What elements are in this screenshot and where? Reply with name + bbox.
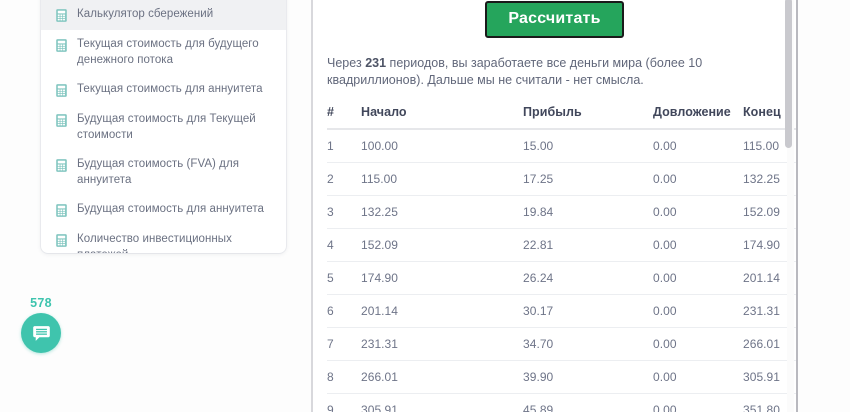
sidebar-menu-item[interactable]: Будущая стоимость для аннуитета	[41, 195, 286, 225]
table-cell: 174.90	[361, 261, 523, 296]
table-cell: 5	[327, 261, 361, 296]
table-row: 5 174.90 26.24 0.00 201.14	[327, 261, 796, 296]
calculator-icon	[54, 38, 69, 53]
calculator-icon	[56, 84, 67, 97]
table-cell: 1	[327, 129, 361, 164]
calculate-button-row: Рассчитать	[327, 0, 782, 39]
sidebar-menu-item-label: Калькулятор сбережений	[77, 8, 214, 20]
table-cell: 0.00	[653, 360, 743, 395]
schedule-table-head: # Начало Прибыль Довложение Конец	[327, 102, 796, 131]
calculator-icon	[54, 83, 69, 98]
sidebar-menu-item-label: Будущая стоимость для аннуитета	[77, 203, 264, 215]
sidebar-menu-item[interactable]: Текущая стоимость для аннуитета	[41, 75, 286, 105]
sidebar-menu-item[interactable]: Калькулятор сбережений	[41, 0, 286, 30]
table-cell: 6	[327, 294, 361, 329]
sidebar-menu-item-label: Будущая стоимость (FVA) для аннуитета	[77, 158, 239, 186]
table-cell: 8	[327, 360, 361, 395]
table-cell: 9	[327, 393, 361, 412]
panel-inner: Рассчитать Через 231 периодов, вы зарабо…	[313, 0, 796, 412]
calculator-icon	[54, 203, 69, 218]
calculator-icon	[56, 234, 67, 247]
calculator-icon	[56, 159, 67, 172]
table-cell: 4	[327, 228, 361, 263]
table-cell: 115.00	[361, 162, 523, 197]
table-cell: 15.00	[523, 129, 653, 164]
table-cell: 0.00	[653, 327, 743, 362]
chat-unread-count: 578	[30, 296, 52, 310]
table-cell: 17.25	[523, 162, 653, 197]
table-cell: 0.00	[653, 228, 743, 263]
table-cell: 0.00	[653, 393, 743, 412]
table-cell: 0.00	[653, 261, 743, 296]
schedule-table-body: 1 100.00 15.00 0.00 115.00 2 115.00 17.25 0.00 13…	[327, 129, 796, 412]
table-cell: 0.00	[653, 162, 743, 197]
table-cell: 45.89	[523, 393, 653, 412]
table-cell: 39.90	[523, 360, 653, 395]
chat-bubble-icon	[32, 325, 50, 341]
table-cell: 201.14	[361, 294, 523, 329]
table-cell: 22.81	[523, 228, 653, 263]
main-content-panel: Рассчитать Через 231 периодов, вы зарабо…	[311, 0, 798, 412]
sidebar-card: Калькулятор сбережений Текущая стоимость …	[41, 0, 286, 253]
sidebar-menu-item-label: Текущая стоимость для будущего денежного…	[77, 38, 259, 66]
result-note-prefix: Через	[327, 56, 366, 71]
table-cell: 231.31	[361, 327, 523, 362]
table-cell: 0.00	[653, 195, 743, 230]
calculator-icon	[54, 8, 69, 23]
table-cell: 0.00	[653, 129, 743, 164]
sidebar-menu-item-label: Текущая стоимость для аннуитета	[77, 83, 263, 95]
table-row: 3 132.25 19.84 0.00 152.09	[327, 195, 796, 230]
table-cell: 132.25	[361, 195, 523, 230]
table-cell: 100.00	[361, 129, 523, 164]
chat-widget: 578	[13, 296, 69, 353]
sidebar-menu-item-label: Количество инвестиционных платежей	[77, 233, 232, 253]
table-row: 4 152.09 22.81 0.00 174.90	[327, 228, 796, 263]
table-cell: 30.17	[523, 294, 653, 329]
calculator-icon	[56, 204, 67, 217]
table-row: 9 305.91 45.89 0.00 351.80	[327, 393, 796, 412]
table-column-header: Прибыль	[523, 102, 653, 131]
calculator-icon	[54, 233, 69, 248]
table-row: 1 100.00 15.00 0.00 115.00	[327, 129, 796, 164]
result-note: Через 231 периодов, вы заработаете все д…	[327, 55, 782, 89]
table-row: 2 115.00 17.25 0.00 132.25	[327, 162, 796, 197]
calculate-button[interactable]: Рассчитать	[485, 1, 624, 39]
result-note-periods: 231	[365, 56, 387, 71]
table-row: 8 266.01 39.90 0.00 305.91	[327, 360, 796, 395]
table-cell: 2	[327, 162, 361, 197]
sidebar-menu-list: Калькулятор сбережений Текущая стоимость …	[41, 0, 286, 253]
panel-scrollbar-thumb[interactable]	[785, 0, 792, 148]
table-cell: 0.00	[653, 294, 743, 329]
table-row: 6 201.14 30.17 0.00 231.31	[327, 294, 796, 329]
table-cell: 266.01	[361, 360, 523, 395]
table-cell: 34.70	[523, 327, 653, 362]
table-row: 7 231.31 34.70 0.00 266.01	[327, 327, 796, 362]
table-cell: 3	[327, 195, 361, 230]
table-cell: 351.80	[743, 393, 796, 412]
sidebar-menu-item[interactable]: Будущая стоимость (FVA) для аннуитета	[41, 150, 286, 195]
calculator-icon	[54, 113, 69, 128]
sidebar-menu-item[interactable]: Количество инвестиционных платежей	[41, 225, 286, 253]
table-cell: 19.84	[523, 195, 653, 230]
table-column-header: #	[327, 102, 361, 131]
table-column-header: Начало	[361, 102, 523, 131]
panel-scrollbar-track[interactable]	[785, 0, 794, 412]
schedule-table: # Начало Прибыль Довложение Конец 1 100.00 15.…	[327, 102, 796, 412]
calculator-icon	[56, 39, 67, 52]
table-cell: 7	[327, 327, 361, 362]
sidebar-menu-item-label: Будущая стоимость для Текущей стоимости	[77, 113, 256, 141]
sidebar-menu-item[interactable]: Текущая стоимость для будущего денежного…	[41, 30, 286, 75]
sidebar-menu-item[interactable]: Будущая стоимость для Текущей стоимости	[41, 105, 286, 150]
table-header-row: # Начало Прибыль Довложение Конец	[327, 102, 796, 131]
table-column-header: Довложение	[653, 102, 743, 131]
table-cell: 305.91	[361, 393, 523, 412]
table-cell: 152.09	[361, 228, 523, 263]
calculator-icon	[54, 158, 69, 173]
table-cell: 26.24	[523, 261, 653, 296]
calculator-icon	[56, 9, 67, 22]
result-note-suffix: периодов, вы заработаете все деньги мира…	[327, 56, 703, 88]
chat-bubble-button[interactable]	[21, 313, 61, 353]
calculator-icon	[56, 114, 67, 127]
